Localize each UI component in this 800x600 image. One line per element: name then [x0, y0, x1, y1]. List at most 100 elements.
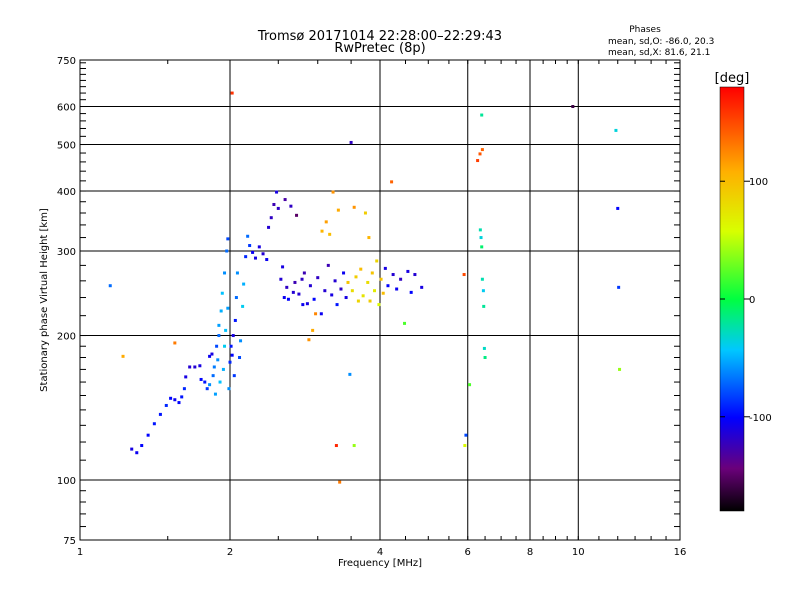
data-point: [330, 293, 334, 297]
data-point: [286, 297, 290, 301]
data-point: [464, 433, 468, 437]
data-point: [164, 403, 168, 407]
data-point: [349, 140, 353, 144]
data-point: [210, 352, 214, 356]
data-point: [230, 353, 234, 357]
data-point: [482, 346, 486, 350]
stats-o-line: mean, sd,O: -86.0, 20.3: [608, 37, 714, 47]
data-point: [354, 275, 358, 279]
data-point: [368, 299, 372, 303]
data-point: [348, 372, 352, 376]
data-point: [211, 374, 215, 378]
y-tick-label: 75: [63, 536, 76, 547]
data-point: [275, 190, 279, 194]
data-point: [301, 303, 305, 307]
data-point: [180, 395, 184, 399]
colorbar-tick-label: 100: [749, 177, 768, 188]
chart-subtitle: RwPretec (8p): [334, 41, 425, 56]
data-point: [312, 297, 316, 301]
data-point: [231, 334, 235, 338]
data-point: [188, 365, 192, 369]
data-point: [238, 355, 242, 359]
data-point: [480, 148, 484, 152]
data-point: [314, 312, 318, 316]
data-point: [420, 285, 424, 289]
y-tick-labels: 75 100 200 300 400 500 600 750: [57, 56, 76, 547]
data-point: [344, 296, 348, 300]
data-point: [307, 338, 311, 342]
chart-title: Tromsø 20171014 22:28:00–22:29:43: [257, 29, 502, 44]
data-point: [213, 392, 217, 396]
data-point: [169, 396, 173, 400]
data-point: [246, 234, 250, 238]
data-point: [212, 365, 216, 369]
data-point: [261, 252, 265, 256]
data-point: [359, 267, 363, 271]
y-tick-label: 750: [57, 56, 76, 67]
data-point: [366, 280, 370, 284]
colorbar: [deg] 100 0 -100: [715, 71, 772, 512]
data-point: [342, 271, 346, 275]
data-point: [248, 244, 252, 248]
data-point: [479, 236, 483, 240]
data-point: [233, 318, 237, 322]
stats-x-line: mean, sd,X: 81.6, 21.1: [608, 48, 710, 58]
data-point: [483, 355, 487, 359]
data-point: [224, 328, 228, 332]
data-point: [205, 387, 209, 391]
data-point: [198, 364, 202, 368]
data-point: [182, 387, 186, 391]
data-point: [232, 374, 236, 378]
data-point: [390, 180, 394, 184]
data-point: [571, 105, 575, 109]
data-point: [328, 232, 332, 236]
data-point: [239, 339, 243, 343]
data-point: [223, 271, 227, 275]
data-point: [226, 237, 230, 241]
data-point: [235, 271, 239, 275]
data-point: [361, 294, 365, 298]
x-tick-label: 2: [227, 547, 233, 558]
data-point: [476, 159, 480, 163]
data-point: [386, 284, 390, 288]
data-point: [326, 263, 330, 267]
data-point: [242, 282, 246, 286]
data-point: [409, 290, 413, 294]
data-point: [377, 303, 381, 307]
data-point: [135, 451, 139, 455]
data-point: [208, 383, 212, 387]
data-point: [399, 277, 403, 281]
data-point: [297, 292, 301, 296]
data-point: [336, 208, 340, 212]
data-point: [230, 91, 234, 95]
data-point: [199, 377, 203, 381]
data-point: [381, 291, 385, 295]
data-point: [225, 249, 229, 253]
data-point: [352, 444, 356, 448]
y-tick-label: 400: [57, 187, 76, 198]
data-point: [482, 304, 486, 308]
data-point: [173, 341, 177, 345]
data-point: [217, 323, 221, 327]
data-point: [480, 113, 484, 117]
data-point: [276, 206, 280, 210]
data-point: [379, 277, 383, 281]
data-point: [267, 225, 271, 229]
data-point: [373, 289, 377, 293]
data-point: [234, 296, 238, 300]
x-tick-label: 16: [674, 547, 687, 558]
data-point: [403, 321, 407, 325]
grid-lines: [80, 60, 680, 540]
data-point: [285, 285, 289, 289]
y-axis-label: Stationary phase Virtual Height [km]: [39, 208, 50, 392]
data-point: [193, 365, 197, 369]
data-point: [220, 291, 224, 295]
data-point: [363, 211, 367, 215]
data-point: [121, 354, 125, 358]
data-point: [289, 204, 293, 208]
data-point: [333, 279, 337, 283]
data-point: [229, 344, 233, 348]
data-point: [478, 228, 482, 232]
data-point: [617, 285, 621, 289]
